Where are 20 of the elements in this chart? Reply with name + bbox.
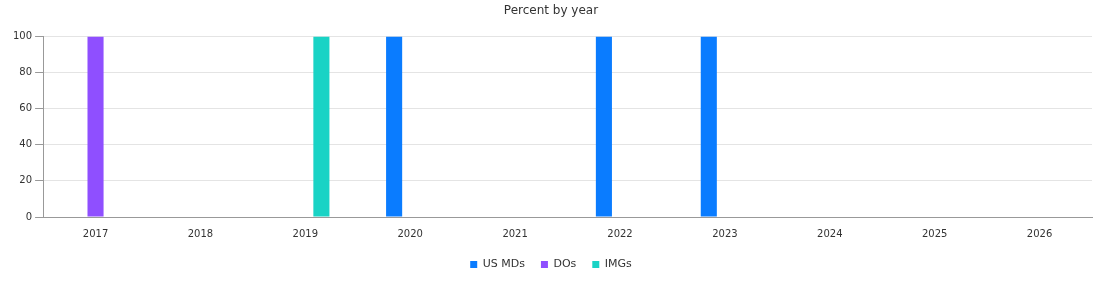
x-tick-label: 2025 xyxy=(921,227,948,239)
y-tick-label: 80 xyxy=(19,66,33,78)
x-tick-label: 2024 xyxy=(817,227,843,239)
legend-label: US MDs xyxy=(482,257,526,271)
legend-label: IMGs xyxy=(604,257,633,271)
legend-label: DOs xyxy=(553,257,577,271)
x-tick-label: 2019 xyxy=(292,227,319,239)
y-tick-label: 0 xyxy=(25,210,33,222)
y-tick-label: 60 xyxy=(19,102,33,114)
x-tick-label: 2017 xyxy=(82,227,109,239)
x-tick-label: 2026 xyxy=(1026,227,1053,239)
x-tick-label: 2022 xyxy=(607,227,633,239)
y-tick-label: 100 xyxy=(12,29,33,41)
chart-title: Percent by year xyxy=(503,3,599,18)
y-tick-label: 20 xyxy=(19,174,33,186)
x-tick-label: 2018 xyxy=(187,227,214,239)
x-tick-label: 2021 xyxy=(502,227,528,239)
x-tick-label: 2020 xyxy=(397,227,423,239)
x-tick-label: 2023 xyxy=(712,227,738,239)
y-tick-label: 40 xyxy=(19,138,33,150)
